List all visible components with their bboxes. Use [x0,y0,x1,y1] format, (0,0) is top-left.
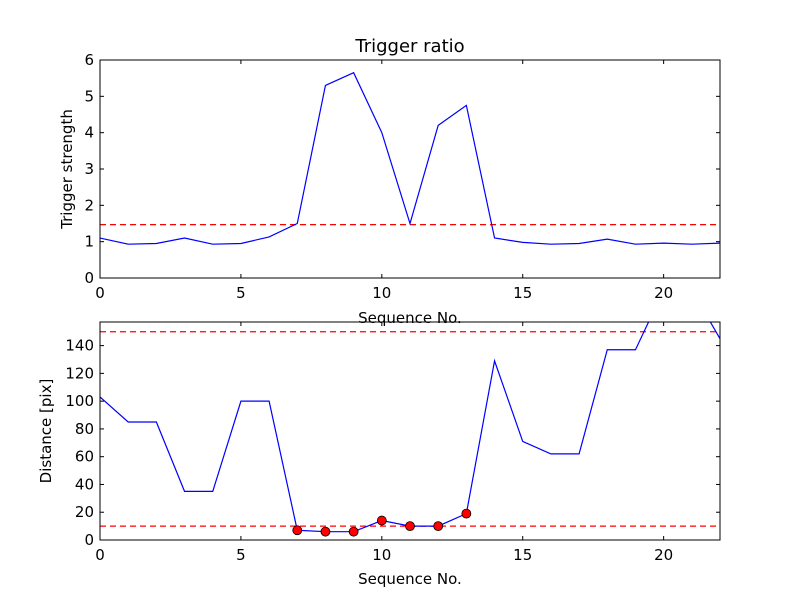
axis-ticks: 0 5 10 15 20 0 1 2 3 4 5 6 [84,51,720,302]
plot-marks [100,71,720,245]
y-tick-label: 60 [75,448,94,466]
data-point-marker [376,515,387,526]
x-tick-label: 20 [654,284,673,302]
y-tick-label: 80 [75,420,94,438]
plot-frame [99,59,721,279]
x-tick-label: 5 [236,546,246,564]
y-tick-label: 100 [65,392,94,410]
plot-marks [100,322,720,537]
x-tick-label: 0 [95,546,105,564]
plot-frame [99,321,721,541]
y-tick-label: 0 [84,269,94,287]
y-axis-label: Trigger strength [58,109,76,230]
y-tick-label: 4 [84,124,94,142]
y-tick-label: 20 [75,503,94,521]
y-axis-label: Distance [pix] [37,379,55,484]
data-point-marker [405,521,415,532]
y-tick-label: 140 [65,337,94,355]
x-axis-label: Sequence No. [358,309,462,327]
data-point-marker [433,521,444,532]
x-tick-label: 5 [236,284,246,302]
data-point-marker [461,508,472,519]
y-tick-label: 3 [84,160,94,178]
y-tick-label: 1 [84,233,94,251]
x-tick-label: 0 [95,284,105,302]
distance-chart: Sequence No. Distance [pix] 0 5 10 15 20 0 20 4… [37,321,721,588]
x-tick-label: 10 [372,546,391,564]
data-point-marker [320,526,331,537]
data-point-marker [348,526,359,537]
trigger-ratio-chart: Trigger ratio Sequence No. Trigger stren… [58,36,721,327]
series-line [100,71,720,245]
x-tick-label: 10 [372,284,391,302]
x-axis-label: Sequence No. [358,570,462,588]
y-tick-label: 40 [75,475,94,493]
y-tick-label: 6 [84,51,94,69]
x-tick-label: 20 [654,546,673,564]
x-tick-label: 15 [513,546,532,564]
x-tick-label: 15 [513,284,532,302]
data-point-marker [292,525,303,536]
y-tick-label: 2 [84,196,94,214]
y-tick-label: 0 [84,531,94,549]
axis-ticks: 0 5 10 15 20 0 20 40 60 80 100 120 140 [65,322,720,564]
y-tick-label: 5 [84,87,94,105]
y-tick-label: 120 [65,364,94,382]
chart-title: Trigger ratio [354,36,464,57]
